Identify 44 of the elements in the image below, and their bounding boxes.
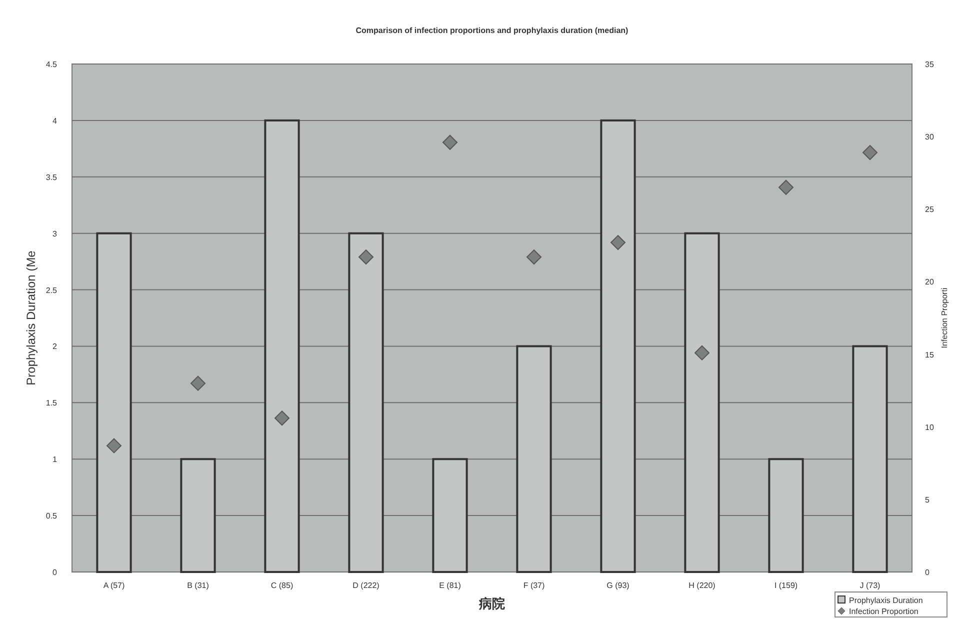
y2-axis-title: Infection Proporti <box>940 288 949 348</box>
point <box>274 410 290 426</box>
y2-tick-label: 35 <box>925 60 934 69</box>
x-tick-label: E (81) <box>439 581 462 590</box>
point <box>190 376 206 391</box>
point <box>526 250 542 265</box>
x-tick-label: G (93) <box>606 581 630 590</box>
y2-tick-label: 20 <box>925 278 934 287</box>
x-tick-label: F (37) <box>523 581 545 590</box>
y2-tick-label: 0 <box>925 568 930 577</box>
point <box>778 180 794 195</box>
y2-tick-label: 25 <box>925 205 934 214</box>
point <box>106 438 122 454</box>
point <box>610 235 626 250</box>
point <box>442 134 458 150</box>
y-tick-label: 0.5 <box>46 512 58 521</box>
y-axis-title: Prophylaxis Duration (Me <box>24 250 38 386</box>
legend-label: Infection Proportion <box>849 607 918 616</box>
y-tick-label: 4 <box>52 116 58 126</box>
y-tick-label: 3 <box>52 229 58 238</box>
x-tick-label: J (73) <box>860 581 881 590</box>
x-tick-label: C (85) <box>270 581 294 590</box>
y-tick-label: 2.5 <box>46 286 58 295</box>
legend-label: Prophylaxis Duration <box>849 596 923 605</box>
y2-tick-label: 5 <box>925 495 930 504</box>
y-tick-label: 0 <box>52 568 58 577</box>
x-tick-label: I (159) <box>774 581 798 590</box>
point <box>358 250 374 265</box>
y-tick-label: 1.5 <box>46 398 58 408</box>
x-tick-label: A (57) <box>103 581 126 590</box>
chart-title: Comparison of infection proportions and prophylaxis duration (median) <box>356 26 629 35</box>
point <box>694 345 710 360</box>
y-tick-label: 2 <box>52 342 58 352</box>
x-axis-title: 病院 <box>478 596 505 611</box>
x-tick-label: D (222) <box>352 581 380 590</box>
x-tick-label: H (220) <box>688 581 716 590</box>
y-tick-label: 4.5 <box>46 60 58 69</box>
y-tick-label: 1 <box>52 455 58 464</box>
y2-tick-label: 10 <box>925 422 934 432</box>
y2-tick-label: 30 <box>925 132 934 142</box>
y-tick-label: 3.5 <box>46 172 58 182</box>
point <box>862 145 878 160</box>
x-tick-label: B (31) <box>187 581 210 590</box>
y2-tick-label: 15 <box>925 350 934 360</box>
